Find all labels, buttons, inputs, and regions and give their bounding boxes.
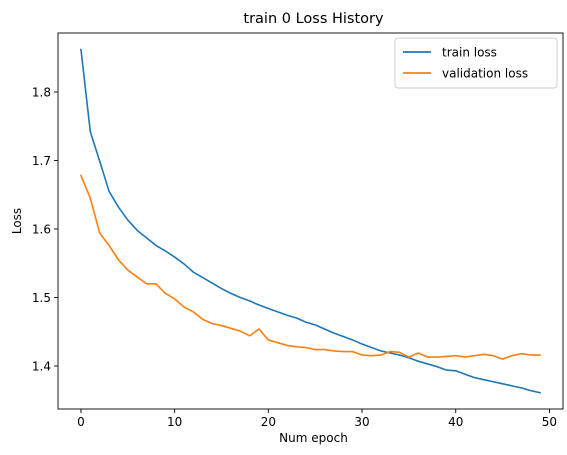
legend-box bbox=[394, 37, 558, 89]
axes-frame bbox=[57, 32, 564, 410]
x-tick-label: 50 bbox=[542, 415, 557, 429]
legend: train loss validation loss bbox=[394, 37, 558, 89]
y-tick-label: 1.6 bbox=[32, 222, 51, 236]
x-tick-label: 10 bbox=[167, 415, 182, 429]
series-line-train-loss bbox=[80, 48, 542, 394]
y-axis-label: Loss bbox=[10, 208, 24, 234]
chart-title: train 0 Loss History bbox=[243, 11, 384, 27]
x-tick-label: 20 bbox=[261, 415, 276, 429]
y-tick-label: 1.7 bbox=[32, 154, 51, 168]
y-tick-label: 1.5 bbox=[32, 291, 51, 305]
series-line-validation-loss bbox=[79, 174, 541, 360]
plot-area: 0 10 20 30 40 50 1.4 1.5 1.6 1.7 1.8 bbox=[32, 32, 564, 429]
x-tick-label: 0 bbox=[77, 415, 85, 429]
y-tick-label: 1.8 bbox=[32, 85, 51, 99]
legend-entry: validation loss bbox=[442, 66, 528, 80]
x-tick-label: 40 bbox=[448, 415, 463, 429]
x-tick-label: 30 bbox=[354, 415, 369, 429]
x-axis-label: Num epoch bbox=[279, 431, 348, 445]
y-tick-label: 1.4 bbox=[32, 359, 51, 373]
legend-entry: train loss bbox=[442, 45, 497, 59]
